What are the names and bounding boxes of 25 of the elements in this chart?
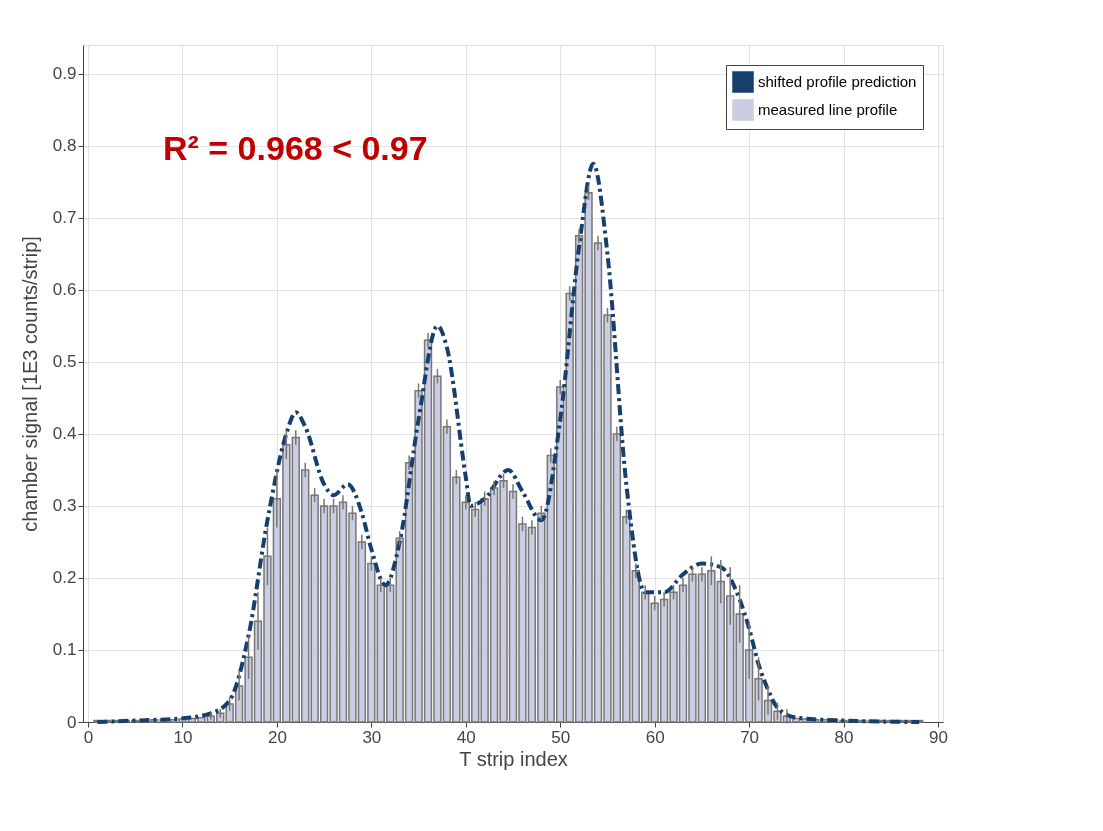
legend-label: measured line profile — [758, 101, 898, 118]
y-tick-label: 0.7 — [52, 208, 77, 228]
y-tick-label: 0.5 — [52, 352, 77, 372]
x-tick-label: 20 — [267, 727, 287, 747]
x-tick-label: 0 — [83, 727, 94, 747]
y-tick-label: 0.1 — [52, 640, 77, 660]
y-tick-label: 0.8 — [52, 136, 77, 156]
y-tick-label: 0.6 — [52, 280, 77, 300]
annotation: R² = 0.968 < 0.97 — [163, 129, 428, 167]
y-tick-label: 0.3 — [52, 496, 77, 516]
x-tick-label: 10 — [173, 727, 193, 747]
legend-label: shifted profile prediction — [758, 73, 917, 90]
y-tick-label: 0.4 — [52, 424, 77, 444]
x-axis-title: T strip index — [459, 747, 568, 770]
x-tick-label: 80 — [834, 727, 854, 747]
x-tick-label: 70 — [740, 727, 760, 747]
x-tick-label: 60 — [645, 727, 665, 747]
x-tick-label: 90 — [929, 727, 948, 747]
y-tick-label: 0.9 — [52, 64, 77, 84]
y-axis-title: chamber signal [1E3 counts/strip] — [18, 236, 41, 532]
x-tick-label: 50 — [551, 727, 571, 747]
x-tick-label: 40 — [456, 727, 476, 747]
y-tick-label: 0 — [67, 712, 77, 732]
y-tick-label: 0.2 — [52, 568, 77, 588]
x-tick-label: 30 — [362, 727, 382, 747]
